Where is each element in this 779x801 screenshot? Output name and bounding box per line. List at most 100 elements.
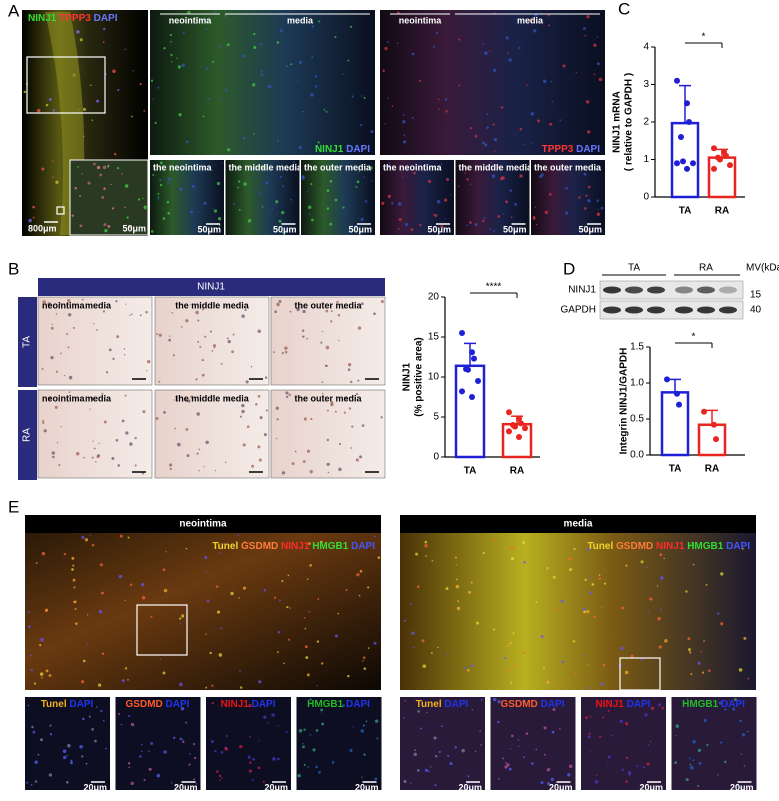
- speckle: [597, 208, 599, 210]
- speckle: [535, 601, 538, 604]
- speckle: [66, 780, 69, 784]
- speckle: [338, 467, 342, 472]
- speckle: [427, 770, 430, 773]
- data-point: [459, 330, 465, 336]
- speckle: [102, 41, 105, 44]
- speckle: [311, 25, 315, 28]
- speckle: [511, 734, 514, 738]
- speckle: [417, 710, 420, 713]
- speckle: [495, 661, 497, 663]
- speckle: [413, 171, 416, 175]
- speckle: [312, 748, 316, 752]
- speckle: [305, 656, 309, 660]
- label: 50μm: [427, 224, 451, 234]
- band: [719, 286, 737, 294]
- speckle: [257, 766, 261, 770]
- speckle: [35, 562, 38, 565]
- speckle: [342, 307, 345, 309]
- speckle: [697, 748, 702, 753]
- speckle: [159, 183, 163, 187]
- speckle: [225, 699, 228, 702]
- speckle: [250, 366, 253, 368]
- speckle: [493, 230, 496, 232]
- speckle: [304, 627, 307, 630]
- color-legend: GSDMD DAPI: [501, 699, 565, 710]
- speckle: [87, 181, 91, 185]
- speckle: [182, 31, 185, 34]
- speckle: [51, 451, 55, 455]
- speckle: [424, 768, 428, 772]
- speckle: [358, 594, 361, 597]
- speckle: [107, 224, 111, 228]
- speckle: [182, 739, 184, 741]
- y-tick-label: 10: [428, 372, 440, 383]
- speckle: [548, 24, 551, 27]
- speckle: [272, 757, 276, 761]
- legend-word: DAPI: [726, 541, 750, 552]
- speckle: [163, 588, 168, 593]
- label: E: [8, 497, 19, 516]
- speckle: [647, 743, 650, 746]
- speckle: [211, 684, 214, 687]
- speckle: [298, 728, 303, 733]
- speckle: [251, 778, 254, 781]
- micrograph: [150, 10, 375, 155]
- speckle: [365, 720, 368, 723]
- speckle: [664, 639, 668, 643]
- legend-word: DAPI: [166, 699, 190, 710]
- data-point: [678, 134, 684, 140]
- row-bar: [18, 297, 37, 387]
- legend-word: Tunel: [41, 699, 67, 710]
- speckle: [32, 216, 35, 219]
- speckle: [98, 610, 103, 614]
- speckle: [244, 309, 247, 312]
- legend-word: Tunel: [212, 541, 238, 552]
- label: 20μm: [639, 782, 663, 792]
- speckle: [465, 224, 468, 227]
- speckle: [490, 161, 493, 164]
- speckle: [303, 417, 307, 421]
- speckle: [276, 302, 280, 307]
- speckle: [142, 197, 144, 200]
- speckle: [63, 374, 66, 377]
- speckle: [26, 781, 29, 784]
- speckle: [598, 574, 601, 576]
- speckle: [508, 767, 512, 771]
- speckle: [741, 733, 746, 737]
- speckle: [274, 203, 277, 205]
- speckle: [263, 715, 267, 719]
- speckle: [381, 201, 385, 205]
- speckle: [309, 698, 312, 701]
- speckle: [71, 568, 74, 571]
- speckle: [438, 108, 440, 111]
- speckle: [427, 179, 432, 183]
- label: neointima: [399, 15, 442, 25]
- speckle: [220, 750, 224, 754]
- speckle: [474, 134, 478, 138]
- speckle: [277, 725, 279, 727]
- data-point: [680, 158, 686, 165]
- speckle: [552, 575, 556, 579]
- speckle: [200, 66, 202, 68]
- speckle: [124, 206, 126, 209]
- color-legend: Tunel DAPI: [416, 699, 469, 710]
- speckle: [30, 668, 33, 672]
- speckle: [509, 670, 512, 673]
- speckle: [546, 680, 550, 684]
- speckle: [286, 65, 288, 67]
- speckle: [105, 371, 109, 374]
- speckle: [380, 416, 383, 419]
- speckle: [66, 754, 69, 757]
- speckle: [275, 200, 279, 204]
- speckle: [342, 73, 344, 75]
- x-tick-label: RA: [705, 464, 719, 475]
- data-point: [469, 394, 475, 400]
- speckle: [336, 300, 339, 304]
- speckle: [255, 403, 258, 406]
- speckle: [140, 583, 145, 587]
- speckle: [70, 759, 73, 762]
- speckle: [537, 119, 541, 123]
- speckle: [317, 598, 320, 600]
- speckle: [162, 568, 166, 572]
- data-point: [506, 428, 512, 435]
